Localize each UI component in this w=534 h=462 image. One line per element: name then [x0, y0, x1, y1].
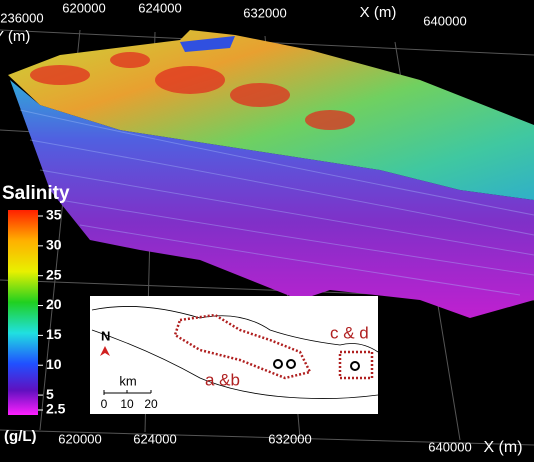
scale-tick: 20 — [144, 397, 158, 411]
tick-label: 640000 — [423, 13, 466, 28]
tick-label: 632000 — [243, 5, 286, 20]
colorbar-tick-label: 35 — [46, 207, 62, 223]
top-axis: 620000 624000 632000 640000 X (m) — [62, 0, 466, 28]
colorbar-unit: (g/L) — [4, 428, 36, 445]
tick-label: 624000 — [133, 431, 176, 446]
tick-label: 624000 — [138, 0, 181, 15]
site — [273, 359, 283, 369]
tick-label: 620000 — [62, 0, 105, 15]
volume-top — [8, 30, 534, 200]
north-label: N — [101, 328, 110, 343]
axis-label: X (m) — [483, 439, 522, 456]
tick-label: 6236000 — [0, 10, 44, 25]
scale-tick: 10 — [120, 397, 134, 411]
inset-map: N km 0 10 20 a &b c & d — [90, 296, 379, 414]
coastline — [91, 306, 379, 353]
scale-unit: km — [119, 373, 136, 388]
colorbar-tick-label: 25 — [46, 266, 62, 282]
scale-bar — [103, 390, 152, 395]
axis-label: Y (m) — [0, 28, 30, 45]
tick-label: 632000 — [268, 431, 311, 446]
inset-frame — [90, 296, 378, 414]
volume-side — [10, 80, 534, 318]
high-salinity — [30, 52, 355, 130]
colorbar-title: Salinity — [2, 183, 70, 204]
scale-tick: 0 — [101, 397, 108, 411]
grid-line — [0, 429, 534, 446]
site — [350, 361, 360, 371]
colorbar-tick-label: 5 — [46, 386, 54, 402]
colorbar-tick-label: 10 — [46, 356, 62, 372]
colorbar-tick-label: 30 — [46, 237, 62, 253]
colorbar-ramp — [8, 210, 38, 415]
area-cd — [338, 350, 374, 380]
site — [286, 359, 296, 369]
colorbar: Salinity (g/L) 35 30 25 20 15 10 52.5 — [2, 183, 70, 445]
bottom-axis: 620000 624000 632000 640000 X (m) — [58, 431, 522, 456]
volume-edge — [180, 36, 235, 52]
axis-label: X (m) — [360, 4, 397, 21]
tick-label: 640000 — [428, 439, 471, 454]
colorbar-tick-label: 2.5 — [46, 401, 66, 417]
colorbar-tick-label: 15 — [46, 326, 62, 342]
colorbar-tick-label: 20 — [46, 296, 62, 312]
area-label: a &b — [205, 370, 240, 389]
north-arrow — [100, 346, 110, 356]
area-label: c & d — [330, 323, 369, 342]
tick-label: 620000 — [58, 431, 101, 446]
coastline — [91, 329, 379, 399]
strata — [19, 109, 534, 296]
volume — [8, 30, 534, 318]
